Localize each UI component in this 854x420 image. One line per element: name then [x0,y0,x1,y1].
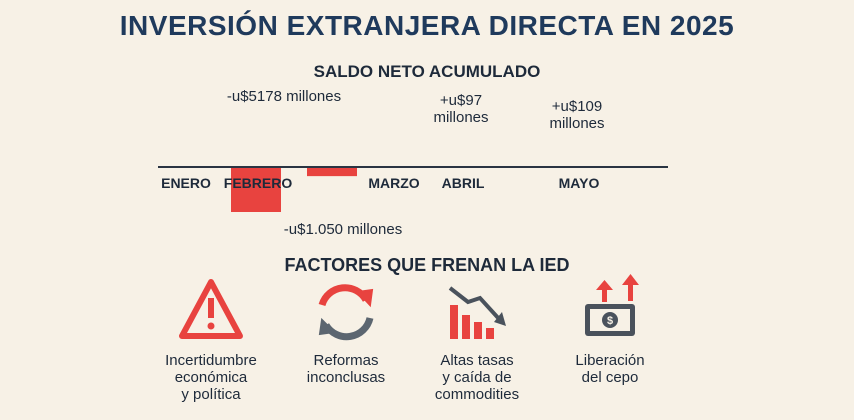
bar [231,167,281,212]
chart-title: SALDO NETO ACUMULADO [313,62,541,81]
svg-text:$: $ [607,315,613,327]
factor-line: y política [181,386,241,403]
x-category-label: MAYO [558,175,600,191]
factor-line: commodities [434,386,520,403]
falling-chart-icon [448,286,506,339]
factor-line: del cepo [581,369,639,386]
factor-line: inconclusas [306,369,386,386]
factor-line: Incertidumbre [165,352,257,369]
factor-line: económica [174,369,248,386]
factor-label: Liberación del cepo [535,352,685,386]
factor-label: Incertidumbre económica y política [136,352,286,403]
money-icon: $ [585,274,639,336]
page-title: INVERSIÓN EXTRANJERA DIRECTA EN 2025 [119,10,735,41]
value-label: -u$1.050 millones [283,221,403,238]
refresh-icon [318,284,374,341]
warning-icon [179,279,243,339]
value-label: +u$97 millones [433,92,489,126]
factor-line: Liberación [575,352,645,369]
factor-line: Reformas [313,352,379,369]
x-category-label: FEBRERO [223,175,293,191]
x-category-label: ABRIL [441,175,485,191]
value-label: -u$5178 millones [226,88,342,105]
bar [307,167,357,177]
factor-label: Reformas inconclusas [271,352,421,386]
value-label: +u$109 millones [549,98,605,132]
factors-title: FACTORES QUE FRENAN LA IED [284,255,570,275]
x-category-label: ENERO [161,175,211,191]
factor-line: Altas tasas [440,352,514,369]
factor-line: y caída de [442,369,512,386]
factor-label: Altas tasas y caída de commodities [402,352,552,403]
x-category-label: MARZO [368,175,420,191]
